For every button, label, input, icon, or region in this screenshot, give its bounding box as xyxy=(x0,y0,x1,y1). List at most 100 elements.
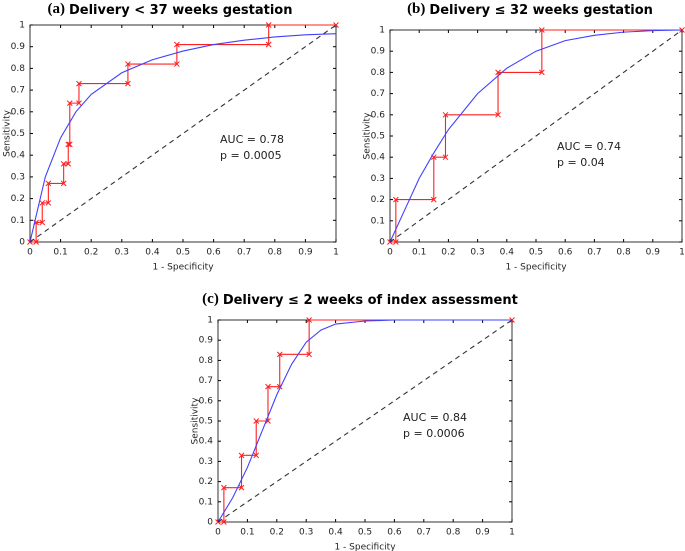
x-tick-label: 0.9 xyxy=(475,528,490,538)
y-tick-label: 0.9 xyxy=(11,42,26,52)
y-tick-label: 0.9 xyxy=(371,47,386,57)
marker xyxy=(221,484,227,491)
marker xyxy=(265,22,272,28)
x-tick-label: 0.2 xyxy=(84,248,98,258)
x-tick-label: 0.4 xyxy=(145,248,160,258)
marker xyxy=(495,111,501,118)
annotation: p = 0.0006 xyxy=(403,427,465,440)
x-tick-label: 0.7 xyxy=(587,248,601,258)
marker xyxy=(45,200,52,206)
y-tick-label: 0.2 xyxy=(199,477,213,487)
x-tick-label: 0.2 xyxy=(441,248,455,258)
x-tick-label: 0.1 xyxy=(240,528,254,538)
y-tick-label: 0.2 xyxy=(371,195,385,205)
panel-label: (c) xyxy=(202,291,219,307)
x-tick-label: 0.5 xyxy=(176,248,190,258)
marker xyxy=(238,452,245,459)
curve xyxy=(389,29,683,243)
annotation: AUC = 0.78 xyxy=(220,133,284,146)
panel-label: (b) xyxy=(407,1,425,17)
y-tick-label: 1 xyxy=(207,316,213,326)
marker xyxy=(221,519,227,525)
chart-title: (a) Delivery < 37 weeks gestation xyxy=(47,1,292,17)
x-tick-label: 0.2 xyxy=(270,528,284,538)
marker xyxy=(265,383,271,390)
x-tick-label: 0.3 xyxy=(299,528,313,538)
x-tick-label: 0.4 xyxy=(500,248,515,258)
marker xyxy=(76,80,82,87)
y-axis-label: Sensitivity xyxy=(3,109,13,157)
marker xyxy=(76,100,82,106)
y-tick-label: 0.4 xyxy=(11,151,26,161)
y-tick-label: 1 xyxy=(19,21,25,31)
y-tick-label: 0.6 xyxy=(371,110,386,120)
y-tick-label: 0.3 xyxy=(371,174,385,184)
curve xyxy=(29,33,337,243)
y-tick-label: 0.1 xyxy=(371,216,385,226)
curve xyxy=(390,29,682,243)
y-tick-label: 0.4 xyxy=(199,437,214,447)
marker xyxy=(238,484,245,491)
marker xyxy=(430,196,437,203)
x-tick-label: 0.5 xyxy=(358,528,372,538)
x-tick-label: 0.6 xyxy=(206,248,221,258)
marker xyxy=(174,61,180,67)
curve xyxy=(389,29,683,243)
x-tick-label: 0.7 xyxy=(417,528,431,538)
x-tick-label: 0.8 xyxy=(446,528,461,538)
x-tick-label: 0.6 xyxy=(387,528,402,538)
annotation: p = 0.0005 xyxy=(220,149,282,162)
marker xyxy=(253,452,260,459)
y-tick-label: 0.7 xyxy=(199,376,213,386)
chart-title: (b) Delivery ≤ 32 weeks gestation xyxy=(407,1,653,17)
y-tick-label: 0.8 xyxy=(199,356,214,366)
y-tick-label: 0.3 xyxy=(199,457,213,467)
marker xyxy=(392,196,399,203)
chart-title: (c) Delivery ≤ 2 weeks of index assessmen… xyxy=(202,291,518,307)
x-axis-label: 1 - Specificity xyxy=(505,263,567,273)
y-tick-label: 0.7 xyxy=(11,86,25,96)
y-tick-label: 0.8 xyxy=(11,64,26,74)
y-tick-label: 0.5 xyxy=(11,129,25,139)
marker xyxy=(392,239,399,245)
marker xyxy=(306,351,312,358)
y-tick-label: 0.5 xyxy=(199,417,213,427)
curve xyxy=(29,24,337,243)
y-tick-label: 0.4 xyxy=(371,153,386,163)
x-tick-label: 0.1 xyxy=(53,248,67,258)
marker xyxy=(265,41,272,48)
marker xyxy=(253,418,260,424)
marker xyxy=(538,27,545,33)
curve xyxy=(218,319,512,523)
curve xyxy=(217,319,512,523)
y-tick-label: 0.1 xyxy=(199,497,213,507)
marker xyxy=(125,80,131,87)
x-tick-label: 0.5 xyxy=(529,248,543,258)
marker xyxy=(60,180,67,187)
marker xyxy=(276,351,283,358)
x-tick-label: 0 xyxy=(27,248,33,258)
y-tick-label: 0.2 xyxy=(11,194,25,204)
y-tick-label: 0.9 xyxy=(199,336,214,346)
y-tick-label: 1 xyxy=(379,26,385,36)
x-tick-label: 0.9 xyxy=(646,248,661,258)
x-tick-label: 0.1 xyxy=(412,248,426,258)
marker xyxy=(60,161,67,167)
curve xyxy=(30,24,336,243)
y-axis-label: Sensitivity xyxy=(191,397,201,445)
x-tick-label: 0 xyxy=(215,528,221,538)
marker xyxy=(442,154,449,161)
x-axis-label: 1 - Specificity xyxy=(152,263,214,273)
marker xyxy=(39,219,46,226)
annotation: p = 0.04 xyxy=(557,156,605,169)
curve xyxy=(217,319,513,523)
x-tick-label: 1 xyxy=(333,248,339,258)
marker xyxy=(39,200,46,206)
x-tick-label: 0.4 xyxy=(328,528,343,538)
marker xyxy=(66,141,73,148)
marker xyxy=(306,317,312,323)
x-tick-label: 0.6 xyxy=(558,248,573,258)
marker xyxy=(45,180,52,187)
x-tick-label: 0.9 xyxy=(298,248,313,258)
